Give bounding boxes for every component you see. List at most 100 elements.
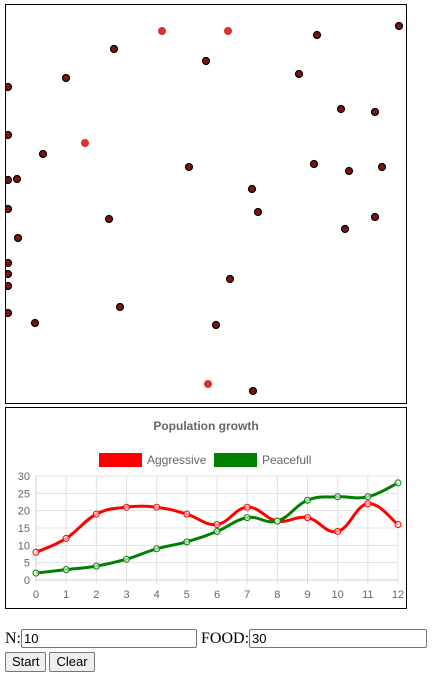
y-tick-label: 10 [18,540,30,552]
data-point-peaceful [304,496,311,504]
peaceful-creature [370,107,380,117]
peaceful-creature [294,69,304,79]
data-point-peaceful [92,562,100,570]
peaceful-creature [6,204,13,214]
data-point-aggressive [243,503,251,511]
simulation-field [6,21,404,396]
n-input[interactable] [21,629,197,648]
data-point-peaceful [394,479,402,487]
x-tick-label: 1 [63,589,69,601]
y-tick-label: 20 [18,506,30,518]
x-tick-label: 5 [184,589,190,601]
peaceful-creature [6,82,13,92]
x-tick-label: 7 [244,589,250,601]
data-point-peaceful [32,569,40,577]
peaceful-creature [12,174,22,184]
data-point-aggressive [153,503,161,511]
peaceful-creature [184,162,194,172]
peaceful-creature [370,212,380,222]
legend-label-peaceful: Peacefull [262,453,311,467]
legend-swatch-peaceful [214,453,257,467]
peaceful-creature [253,207,263,217]
x-tick-label: 6 [214,589,220,601]
peaceful-creature [61,73,71,83]
peaceful-creature [247,184,257,194]
chart-legend: Aggressive Peacefull [99,453,311,467]
peaceful-creature [309,159,319,169]
aggressive-creature [81,139,89,147]
aggressive-creature [224,27,232,35]
x-tick-label: 3 [123,589,129,601]
data-point-aggressive [394,521,402,529]
aggressive-creature [204,380,212,388]
y-tick-label: 5 [24,558,30,570]
controls-panel: N: FOOD: Start Clear [5,628,435,672]
x-tick-label: 12 [392,589,404,601]
peaceful-creature [211,320,221,330]
data-point-peaceful [123,555,130,563]
peaceful-creature [6,130,13,140]
chart-points [32,479,402,577]
x-tick-label: 8 [274,589,280,601]
x-tick-label: 10 [332,589,344,601]
y-tick-label: 0 [24,575,30,587]
x-tick-label: 0 [33,589,39,601]
x-tick-label: 4 [154,589,160,601]
data-point-peaceful [213,527,221,535]
peaceful-creature [109,44,119,54]
food-input[interactable] [249,629,428,648]
peaceful-creature [344,166,354,176]
clear-button[interactable]: Clear [49,651,95,672]
peaceful-creature [312,30,322,40]
data-point-aggressive [62,534,70,542]
peaceful-creature [38,149,48,159]
n-label: N: [5,629,21,647]
data-point-peaceful [183,538,191,546]
peaceful-creature [104,214,114,224]
legend-swatch-aggressive [99,453,142,467]
x-tick-label: 11 [362,589,373,601]
data-point-aggressive [213,521,221,529]
data-point-aggressive [32,548,40,556]
peaceful-creature [6,281,13,291]
data-point-peaceful [334,493,342,501]
peaceful-creature [6,258,13,268]
peaceful-creature [225,274,235,284]
data-point-peaceful [62,566,70,574]
peaceful-creature [115,302,125,312]
peaceful-creature [6,308,13,318]
peaceful-creature [6,175,13,185]
data-point-aggressive [183,510,191,518]
x-tick-label: 2 [93,589,99,601]
aggressive-creature [158,27,166,35]
peaceful-creature [6,269,13,279]
peaceful-creature [248,386,258,396]
food-label: FOOD: [201,629,250,647]
peaceful-creature [377,162,387,172]
data-point-aggressive [334,527,342,535]
population-chart: Population growth Aggressive Peacefull 0… [5,407,407,609]
y-tick-label: 30 [18,471,30,483]
data-point-peaceful [364,493,372,501]
chart-title: Population growth [153,419,258,433]
peaceful-creature [336,104,346,114]
x-tick-label: 9 [304,589,310,601]
y-tick-label: 15 [18,523,30,535]
data-point-aggressive [92,510,100,518]
peaceful-creature [30,318,40,328]
chart-svg: Population growth Aggressive Peacefull 0… [18,419,404,601]
data-point-peaceful [273,517,281,525]
data-point-aggressive [304,514,311,522]
y-tick-label: 25 [18,488,30,500]
legend-label-aggressive: Aggressive [147,453,207,467]
peaceful-creature [340,224,350,234]
start-button[interactable]: Start [5,651,47,672]
peaceful-creature [201,56,211,66]
data-point-aggressive [364,500,372,508]
data-point-peaceful [153,545,161,553]
peaceful-creature [13,233,23,243]
data-point-aggressive [123,503,130,511]
peaceful-creature [394,21,404,31]
simulation-canvas [5,4,407,404]
